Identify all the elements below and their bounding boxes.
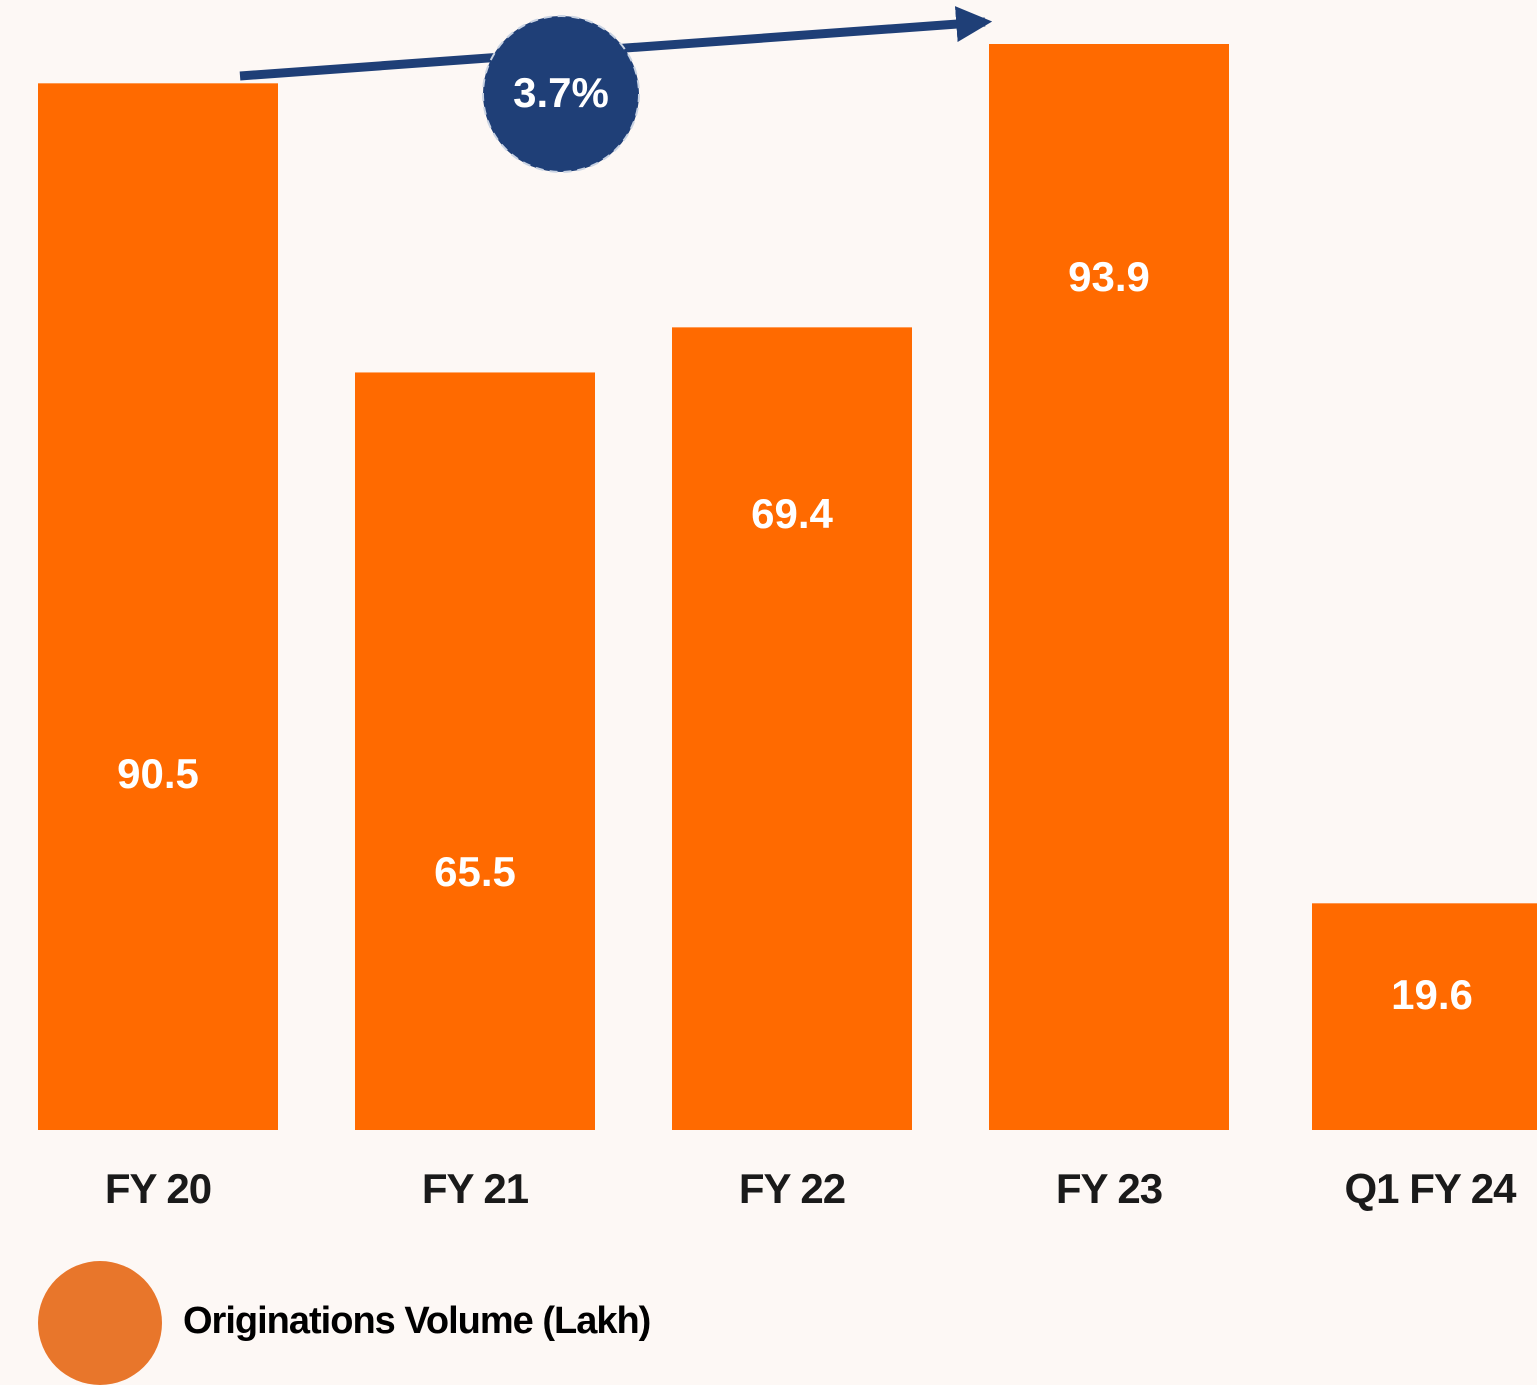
x-tick-label: FY 22	[739, 1165, 845, 1212]
annotation-badge	[482, 15, 640, 173]
value-label: 90.5	[117, 750, 199, 797]
bar	[989, 44, 1229, 1130]
annotation: 3.7%	[513, 69, 609, 116]
bars	[38, 44, 1537, 1131]
bar	[672, 327, 912, 1131]
x-tick-label: FY 20	[105, 1165, 211, 1212]
value-label: 19.6	[1391, 971, 1473, 1018]
x-tick-label: Q1 FY 24	[1345, 1165, 1518, 1212]
x-tick-label: FY 23	[1056, 1165, 1162, 1212]
value-label: 93.9	[1068, 253, 1150, 300]
value-label: 65.5	[434, 848, 516, 895]
x-tick-label: FY 21	[422, 1165, 529, 1212]
value-label: 69.4	[751, 490, 833, 537]
bar	[38, 83, 278, 1131]
bar	[1312, 903, 1537, 1130]
bar	[355, 372, 595, 1130]
legend-swatch	[38, 1261, 162, 1385]
legend-label: Originations Volume (Lakh)	[183, 1300, 650, 1342]
